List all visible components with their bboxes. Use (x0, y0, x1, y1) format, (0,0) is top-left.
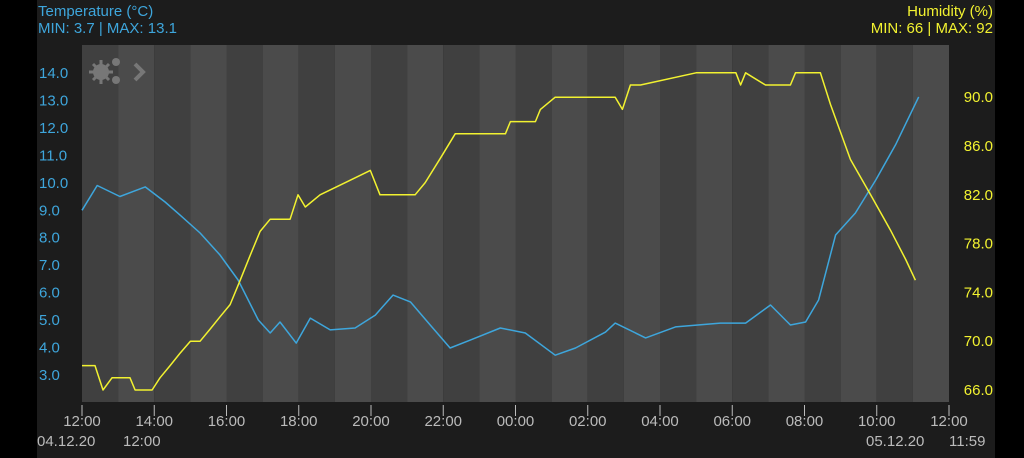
hour-stripe (732, 45, 769, 402)
x-tick-label: 04:00 (641, 413, 679, 430)
hour-stripe (551, 45, 588, 402)
x-tick-label: 18:00 (280, 413, 318, 430)
hour-stripe (298, 45, 335, 402)
hour-stripe (82, 45, 119, 402)
left-tick-label: 7.0 (39, 257, 60, 274)
hour-stripe (190, 45, 227, 402)
x-tick-label: 10:00 (858, 413, 896, 430)
left-tick-label: 6.0 (39, 285, 60, 302)
x-tick-label: 06:00 (713, 413, 751, 430)
x-tick-label: 12:00 (930, 413, 968, 430)
x-tick-label: 20:00 (352, 413, 390, 430)
start-date: 04.12.20 (37, 433, 96, 450)
right-tick-label: 78.0 (964, 236, 993, 253)
x-tick-label: 02:00 (569, 413, 607, 430)
temperature-line (81, 96, 920, 356)
x-tick-label: 16:00 (208, 413, 246, 430)
hour-stripe (623, 45, 660, 402)
temperature-title: Temperature (°C) (38, 3, 154, 20)
hour-stripe (154, 45, 191, 402)
left-tick-label: 8.0 (39, 230, 60, 247)
temperature-minmax: MIN: 3.7 | MAX: 13.1 (38, 20, 177, 37)
hour-stripe (696, 45, 733, 402)
humidity-header: Humidity (%) MIN: 66 | MAX: 92 (871, 3, 993, 37)
humidity-title: Humidity (%) (907, 3, 993, 20)
left-tick-label: 14.0 (39, 65, 68, 82)
start-time: 12:00 (123, 433, 161, 450)
hour-stripe (226, 45, 263, 402)
hour-stripe (118, 45, 155, 402)
end-date: 05.12.20 (866, 433, 925, 450)
left-tick-label: 5.0 (39, 312, 60, 329)
left-tick-label: 12.0 (39, 120, 68, 137)
temperature-header: Temperature (°C) MIN: 3.7 | MAX: 13.1 (38, 3, 177, 37)
hour-stripe (407, 45, 444, 402)
hour-stripe (768, 45, 805, 402)
hour-stripe (334, 45, 371, 402)
hour-stripe (262, 45, 299, 402)
humidity-line (82, 72, 917, 391)
x-tick-label: 22:00 (424, 413, 462, 430)
gears-icon[interactable] (89, 58, 120, 84)
hour-stripe (443, 45, 480, 402)
left-tick-label: 11.0 (39, 147, 67, 164)
x-tick-label: 00:00 (497, 413, 535, 430)
left-tick-label: 4.0 (39, 340, 60, 357)
right-tick-label: 74.0 (964, 284, 993, 301)
hour-stripe (876, 45, 913, 402)
left-tick-label: 9.0 (39, 202, 60, 219)
x-tick-label: 14:00 (135, 413, 173, 430)
hour-stripe (371, 45, 408, 402)
left-tick-label: 13.0 (39, 92, 68, 109)
left-tick-label: 10.0 (39, 175, 68, 192)
right-tick-label: 90.0 (964, 89, 993, 106)
humidity-minmax: MIN: 66 | MAX: 92 (870, 20, 993, 37)
x-tick-label: 08:00 (786, 413, 824, 430)
right-tick-label: 82.0 (964, 187, 993, 204)
right-tick-label: 66.0 (964, 382, 993, 399)
right-tick-label: 86.0 (964, 138, 993, 155)
hour-stripe (479, 45, 516, 402)
left-tick-label: 3.0 (39, 367, 60, 384)
end-time: 11:59 (949, 433, 986, 450)
hour-stripe (804, 45, 841, 402)
hour-stripe (912, 45, 949, 402)
hour-stripe (587, 45, 624, 402)
hour-stripe (660, 45, 697, 402)
right-tick-label: 70.0 (964, 333, 993, 350)
x-tick-label: 12:00 (63, 413, 101, 430)
